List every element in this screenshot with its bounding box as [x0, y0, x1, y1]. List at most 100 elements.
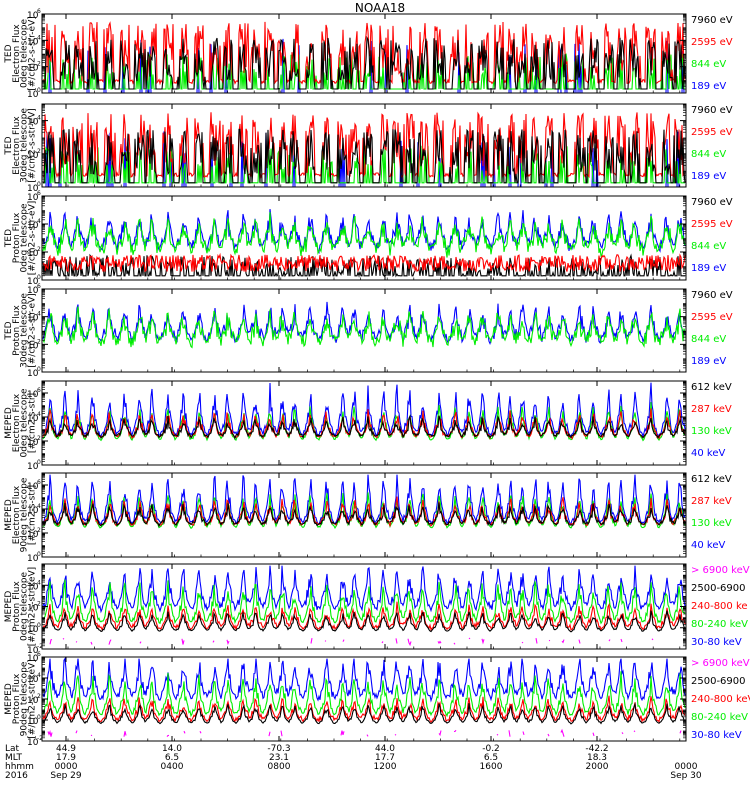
x-axis-row-label: Lat: [5, 744, 20, 754]
legend-entry: 2595 eV: [691, 37, 733, 48]
y-axis-label-line: 0deg telescope: [20, 388, 30, 458]
y-tick-label: 10: [27, 249, 39, 259]
y-axis-label-line: 0deg telescope: [20, 572, 30, 642]
y-tick-label: 10: [27, 118, 39, 128]
y-axis-label-line: [#/cm2-s-str]: [27, 393, 37, 453]
series-red: [42, 695, 686, 724]
legend-entry: 287 keV: [691, 496, 732, 507]
y-tick-exponent: 2: [37, 693, 41, 700]
y-tick-exponent: 4: [37, 411, 41, 418]
y-axis-label-line: 30deg telescope: [20, 108, 30, 183]
x-axis-value: 0800: [268, 762, 291, 772]
y-tick-exponent: 2: [37, 148, 41, 155]
series-green: [42, 671, 686, 718]
series-blue: [42, 657, 686, 703]
y-tick-label: 10: [27, 221, 39, 231]
y-tick-exponent: 0: [37, 551, 41, 558]
y-axis-label-line: MEPED: [4, 407, 14, 439]
series-black: [42, 702, 686, 725]
plot-frame: [41, 195, 687, 281]
y-axis-label-line: [#/cm2-s-str-eV]: [27, 293, 37, 368]
x-axis-value: 23.1: [269, 753, 289, 763]
y-tick-exponent: 0: [37, 622, 41, 629]
x-axis-value: 17.7: [375, 753, 395, 763]
y-axis-label-line: MEPED: [4, 683, 14, 715]
series-red: [42, 111, 686, 179]
y-tick-label: 10: [27, 654, 39, 664]
x-axis-value: 17.9: [56, 753, 76, 763]
y-axis-label-line: TED: [4, 229, 14, 248]
x-axis-value: 0000: [675, 762, 698, 772]
legend-entry: 2500-6900: [691, 583, 746, 594]
legend-entry: 30-80 keV: [691, 637, 742, 648]
y-tick-exponent: 4: [37, 218, 41, 225]
y-axis-label-line: Electron Flux: [12, 485, 22, 544]
legend-entry: 2595 eV: [691, 219, 733, 230]
y-tick-label: 10: [27, 717, 39, 727]
y-tick-label: 10: [27, 506, 39, 516]
y-axis-label: TEDElectron Flux30deg telescope[#/cm2-s-…: [4, 108, 37, 183]
legend-entry: 40 keV: [691, 540, 725, 551]
legend-entry: 80-240 keV: [691, 712, 748, 723]
y-tick-exponent: 6: [37, 8, 41, 15]
y-tick-label: 10: [27, 482, 39, 492]
legend-entry: 189 eV: [691, 263, 726, 274]
y-tick-label: 10: [27, 277, 39, 287]
y-axis-label-line: Proton Flux: [12, 212, 22, 263]
plot-frame: [41, 103, 687, 188]
plot-frame: [41, 288, 687, 373]
x-axis-value: 44.0: [375, 744, 395, 754]
y-axis-label-line: TED: [4, 44, 14, 63]
legend-entry: 7960 eV: [691, 15, 733, 26]
legend-entry: 40 keV: [691, 448, 725, 459]
y-axis-label-line: Electron Flux: [12, 393, 22, 452]
x-axis-value: 14.0: [162, 744, 182, 754]
y-tick-label: 10: [27, 738, 39, 748]
y-axis-label-line: MEPED: [4, 591, 14, 623]
x-axis-value: -0.2: [482, 744, 500, 754]
y-tick-label: 10: [27, 341, 39, 351]
legend-entry: 189 eV: [691, 171, 726, 182]
y-tick-label: 10: [27, 554, 39, 564]
x-axis-value: -42.2: [585, 744, 608, 754]
y-tick-exponent: 4: [37, 34, 41, 41]
legend-entry: 7960 eV: [691, 105, 733, 116]
y-tick-label: 10: [27, 625, 39, 635]
series-red: [42, 252, 686, 273]
series-black: [42, 610, 686, 633]
legend-entry: 30-80 keV: [691, 730, 742, 741]
series-green: [43, 145, 685, 184]
series-black: [42, 502, 686, 528]
series-black: [43, 128, 686, 184]
x-axis-value: 1200: [374, 762, 397, 772]
y-tick-exponent: 2: [37, 246, 41, 253]
x-axis-value: 6.5: [484, 753, 498, 763]
y-tick-exponent: 0: [37, 87, 41, 94]
y-tick-exponent: 4: [37, 579, 41, 586]
plot-frame: [41, 563, 687, 650]
series-green: [42, 212, 686, 258]
x-axis-row-label: MLT: [5, 753, 23, 763]
y-axis-label-line: 0deg telescope: [20, 19, 30, 89]
y-tick-label: 10: [27, 604, 39, 614]
x-axis-value: 1600: [480, 762, 503, 772]
y-axis-label: MEPEDElectron Flux0deg telescope[#/cm2-s…: [4, 388, 37, 458]
y-axis-label: TEDProton Flux0deg telescope[#/cm2-s-str…: [4, 201, 37, 276]
y-tick-label: 10: [27, 414, 39, 424]
series-magenta: [47, 728, 682, 737]
y-axis-label-line: [#/cm2-s-str-keV]: [27, 659, 37, 738]
series-black: [43, 35, 686, 90]
y-tick-exponent: 6: [37, 387, 41, 394]
y-tick-label: 10: [27, 37, 39, 47]
y-tick-label: 10: [27, 582, 39, 592]
x-axis-value: Sep 29: [50, 771, 82, 781]
y-tick-label: 10: [27, 64, 39, 74]
series-blue: [42, 301, 686, 346]
y-axis-label: MEPEDProton Flux90deg telescope[#/cm2-s-…: [4, 659, 37, 738]
y-tick-exponent: 2: [37, 61, 41, 68]
y-axis-label-line: [#/cm2-s-str]: [27, 485, 37, 545]
